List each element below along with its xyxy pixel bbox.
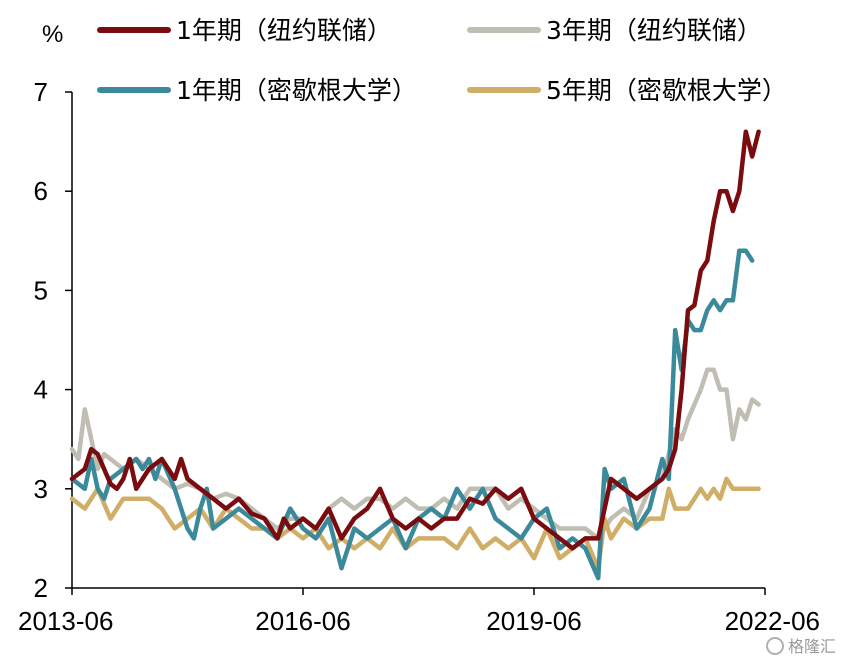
watermark: 格隆汇: [766, 637, 836, 656]
y-axis-unit-label: %: [42, 21, 63, 48]
x-tick-label: 2016-06: [255, 606, 350, 636]
series-line-4: [69, 476, 761, 571]
x-axis: 2013-06 2016-06 2019-06 2022-06: [18, 587, 820, 636]
series-layer: [69, 129, 761, 581]
series-line-2: [69, 367, 761, 541]
x-tick-label: 2019-06: [486, 606, 581, 636]
legend-label-2: 3年期（纽约联储）: [546, 16, 762, 45]
legend-label-4: 5年期（密歇根大学）: [546, 76, 787, 105]
y-tick-label: 4: [34, 375, 48, 405]
y-tick-label: 2: [34, 573, 48, 603]
legend: 1年期（纽约联储） 3年期（纽约联储） 1年期（密歇根大学） 5年期（密歇根大学）: [97, 16, 787, 105]
legend-label-1: 1年期（纽约联储）: [176, 16, 392, 45]
watermark-logo-icon: [766, 637, 784, 655]
series-line-1: [69, 129, 761, 551]
y-tick-label: 3: [34, 474, 48, 504]
watermark-text: 格隆汇: [788, 637, 836, 656]
y-axis: 2 3 4 5 6 7: [34, 77, 73, 603]
y-tick-label: 6: [34, 176, 48, 206]
y-tick-label: 7: [34, 77, 48, 107]
x-tick-label: 2013-06: [18, 606, 113, 636]
y-tick-label: 5: [34, 275, 48, 305]
x-tick-label: 2022-06: [725, 606, 820, 636]
legend-label-3: 1年期（密歇根大学）: [176, 76, 417, 105]
